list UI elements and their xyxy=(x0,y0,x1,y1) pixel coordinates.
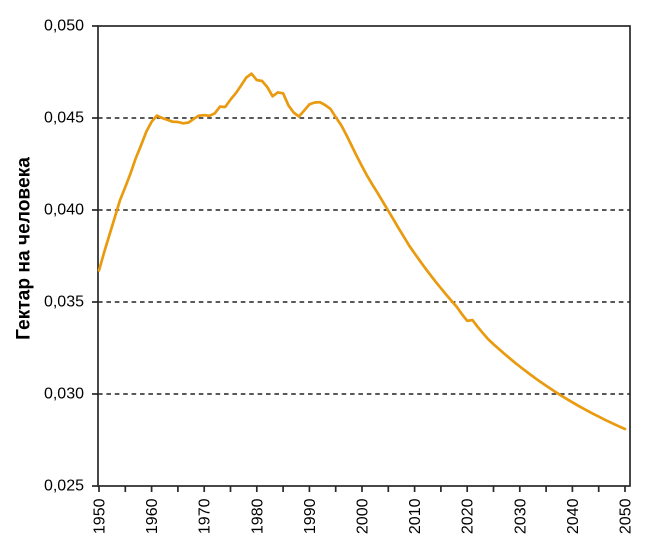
svg-text:1960: 1960 xyxy=(144,498,161,534)
svg-text:1950: 1950 xyxy=(92,498,109,534)
svg-text:2020: 2020 xyxy=(460,498,477,534)
svg-text:0,040: 0,040 xyxy=(44,202,84,219)
svg-text:1990: 1990 xyxy=(302,498,319,534)
svg-text:0,030: 0,030 xyxy=(44,386,84,403)
svg-text:1970: 1970 xyxy=(197,498,214,534)
svg-text:Гектар на человека: Гектар на человека xyxy=(14,157,35,340)
svg-text:2050: 2050 xyxy=(618,498,635,534)
svg-text:2000: 2000 xyxy=(355,498,372,534)
svg-text:1980: 1980 xyxy=(249,498,266,534)
svg-text:0,025: 0,025 xyxy=(44,478,84,495)
svg-text:2010: 2010 xyxy=(407,498,424,534)
svg-text:0,050: 0,050 xyxy=(44,18,84,35)
svg-text:0,045: 0,045 xyxy=(44,110,84,127)
svg-text:0,035: 0,035 xyxy=(44,294,84,311)
svg-text:2030: 2030 xyxy=(512,498,529,534)
svg-text:2040: 2040 xyxy=(565,498,582,534)
